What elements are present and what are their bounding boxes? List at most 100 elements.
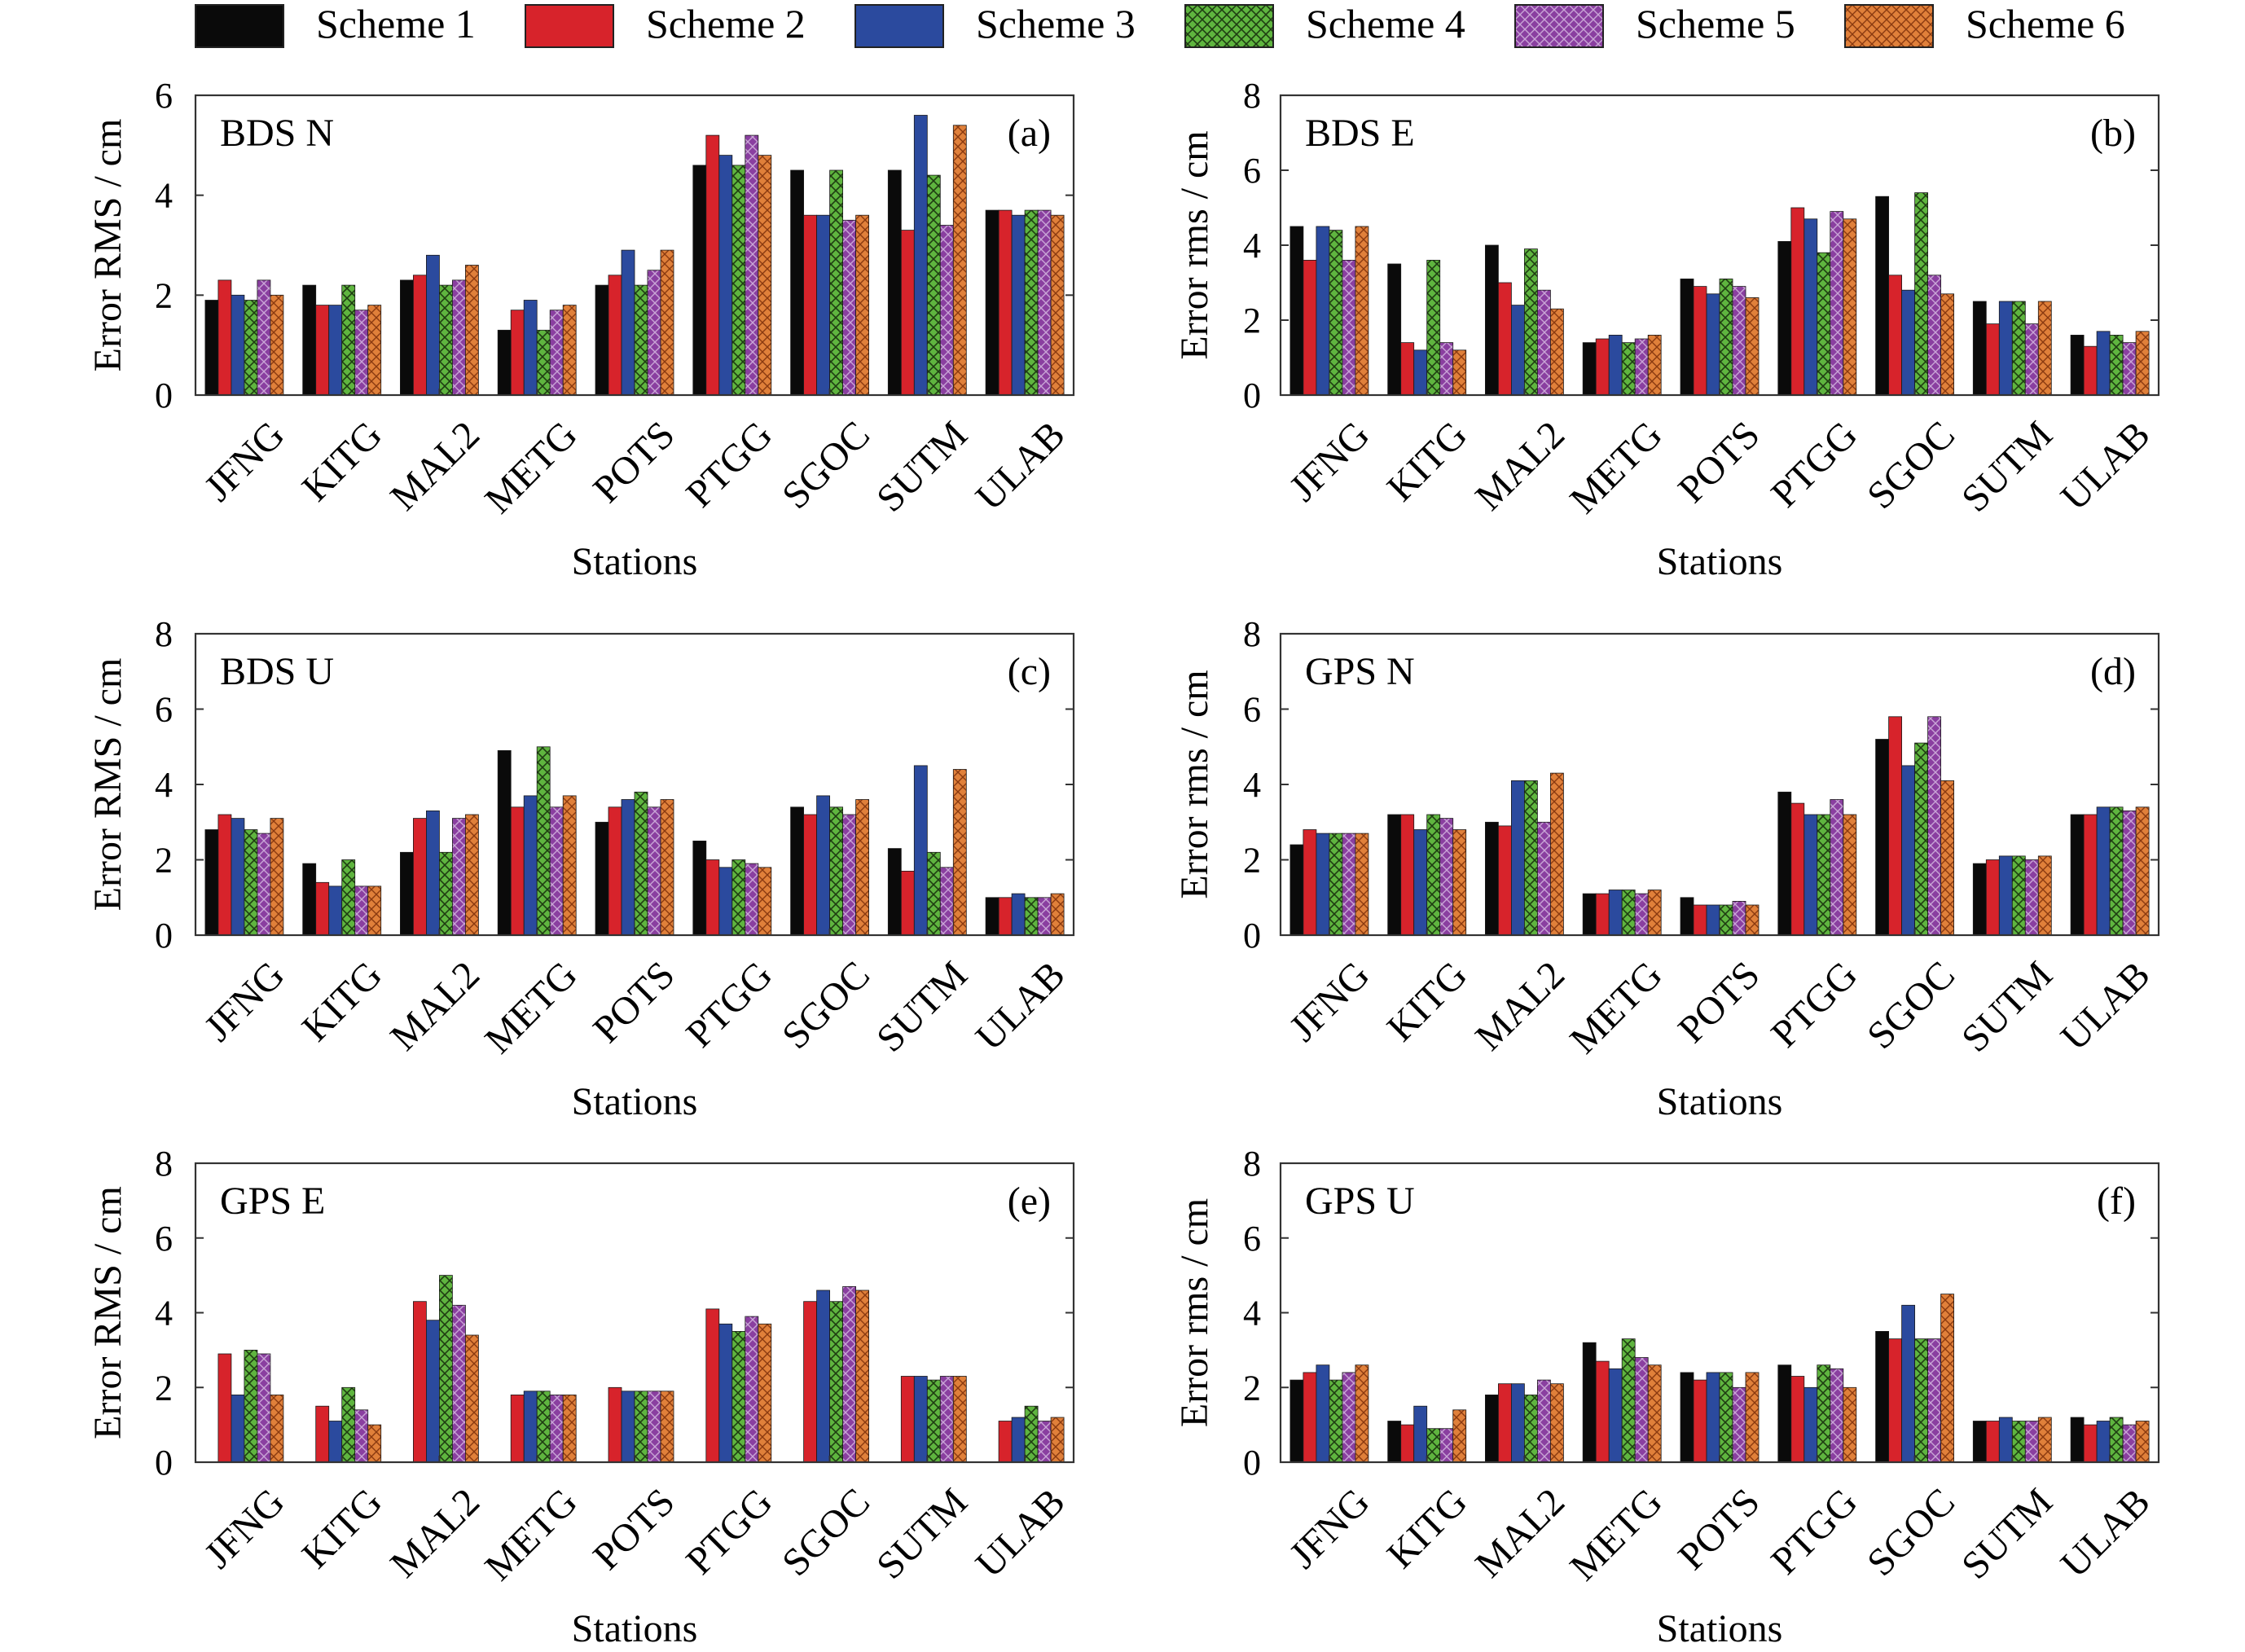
bar-ptgg-scheme-3 [1803,1386,1818,1463]
bar-mal2-scheme-3 [426,811,440,936]
bar-pots-scheme-4 [1719,904,1733,936]
bar-sutm-scheme-1 [1972,1421,1987,1463]
y-tick-label: 8 [1243,614,1261,654]
bar-ptgg-scheme-5 [1830,799,1844,936]
series-scheme-4 [1329,192,2124,396]
bar-ulab-scheme-5 [1037,1421,1052,1463]
bar-pots-scheme-4 [634,284,648,396]
bar-sutm-scheme-6 [2037,301,2052,396]
panel-tag: (f) [2097,1180,2136,1223]
bar-pots-scheme-6 [1745,904,1760,936]
bar-metg-scheme-6 [562,305,577,396]
bar-sgoc-scheme-6 [855,1290,869,1463]
bar-kitg-scheme-3 [1413,349,1428,396]
bar-sutm-scheme-6 [952,769,967,936]
x-category-label-metg: METG [477,1480,586,1589]
bar-kitg-scheme-5 [354,885,369,936]
bar-metg-scheme-3 [1608,334,1623,396]
bar-pots-scheme-2 [608,806,622,936]
x-category-label-ulab: ULAB [2053,413,2159,519]
series-scheme-5 [257,806,1052,936]
bar-ptgg-scheme-6 [1843,1386,1857,1463]
bar-mal2-scheme-1 [399,279,414,396]
bar-ptgg-scheme-2 [705,1308,720,1463]
x-axis-title: Stations [1657,1607,1783,1650]
bar-sgoc-scheme-2 [1888,275,1903,396]
bar-pots-scheme-1 [1680,1372,1694,1463]
bar-jfng-scheme-3 [231,818,245,936]
bar-metg-scheme-4 [1621,890,1636,936]
bar-mal2-scheme-6 [1550,1383,1564,1463]
bar-sgoc-scheme-2 [803,814,817,936]
bar-ptgg-scheme-2 [1790,1376,1805,1463]
bar-mal2-scheme-3 [1511,780,1525,936]
bar-jfng-scheme-5 [257,1353,271,1463]
bar-pots-scheme-6 [1745,1372,1760,1463]
bar-jfng-scheme-2 [1303,829,1317,936]
bar-kitg-scheme-4 [341,284,356,396]
y-axis-title: Error rms / cm [1173,130,1216,359]
bar-ptgg-scheme-3 [1803,814,1818,936]
x-category-label-kitg: KITG [1379,953,1476,1050]
bar-sutm-scheme-5 [939,867,954,936]
y-tick-label: 6 [155,76,173,116]
bar-metg-scheme-2 [1595,893,1610,936]
bar-mal2-scheme-5 [452,279,466,396]
series-scheme-6 [270,769,1065,936]
bar-ptgg-scheme-5 [1830,1368,1844,1463]
bar-jfng-scheme-2 [1303,259,1317,396]
bar-mal2-scheme-4 [1524,780,1538,936]
bar-pots-scheme-5 [1732,1386,1746,1463]
bar-pots-scheme-5 [647,1391,661,1463]
bar-ptgg-scheme-4 [731,1331,746,1463]
bar-kitg-scheme-4 [341,1386,356,1463]
bar-sgoc-scheme-3 [816,1290,830,1463]
bar-kitg-scheme-2 [315,881,330,936]
bar-ptgg-scheme-3 [718,1323,733,1463]
bar-kitg-scheme-6 [1452,1409,1467,1463]
bar-mal2-scheme-2 [1498,1383,1512,1463]
bar-jfng-scheme-5 [1342,1372,1356,1463]
y-tick-label: 4 [155,176,173,216]
legend-swatch-scheme-6 [1844,4,1934,48]
bar-sgoc-scheme-1 [790,806,804,936]
bar-metg-scheme-2 [510,310,525,396]
x-category-label-ulab: ULAB [968,413,1074,519]
bar-ptgg-scheme-5 [745,863,759,936]
bar-sutm-scheme-5 [939,225,954,396]
bar-sgoc-scheme-2 [1888,716,1903,936]
bar-ptgg-scheme-3 [718,867,733,936]
bar-sgoc-scheme-4 [829,169,843,396]
bar-ulab-scheme-3 [2096,806,2111,936]
bar-mal2-scheme-5 [1537,1379,1551,1463]
y-tick-label: 2 [1243,1368,1261,1408]
series-scheme-2 [217,806,1013,936]
bar-ulab-scheme-2 [998,1421,1013,1463]
bar-kitg-scheme-5 [1439,342,1454,396]
legend-swatch-scheme-2 [525,4,614,48]
x-category-label-jfng: JFNG [196,953,293,1050]
bar-metg-scheme-6 [1647,890,1662,936]
bar-ulab-scheme-4 [2109,334,2124,396]
bar-pots-scheme-1 [595,821,609,936]
bar-ptgg-scheme-5 [745,134,759,396]
bar-ptgg-scheme-4 [1817,252,1831,396]
bar-metg-scheme-5 [1634,338,1649,396]
bar-mal2-scheme-1 [1485,1395,1499,1463]
series-scheme-1 [204,165,999,396]
bar-mal2-scheme-2 [412,818,427,936]
bar-jfng-scheme-2 [217,1353,232,1463]
bar-ulab-scheme-2 [998,209,1013,396]
bar-sutm-scheme-1 [887,169,902,396]
legend-label-scheme-2: Scheme 2 [646,1,806,46]
bar-ptgg-scheme-1 [1777,791,1792,936]
legend-label-scheme-4: Scheme 4 [1306,1,1465,46]
bar-sutm-scheme-3 [913,1376,928,1463]
x-category-label-sutm: SUTM [868,953,976,1061]
x-category-label-sgoc: SGOC [774,953,878,1057]
y-tick-label: 2 [1243,301,1261,341]
x-category-label-metg: METG [1562,953,1671,1062]
bar-ulab-scheme-2 [2083,814,2098,936]
